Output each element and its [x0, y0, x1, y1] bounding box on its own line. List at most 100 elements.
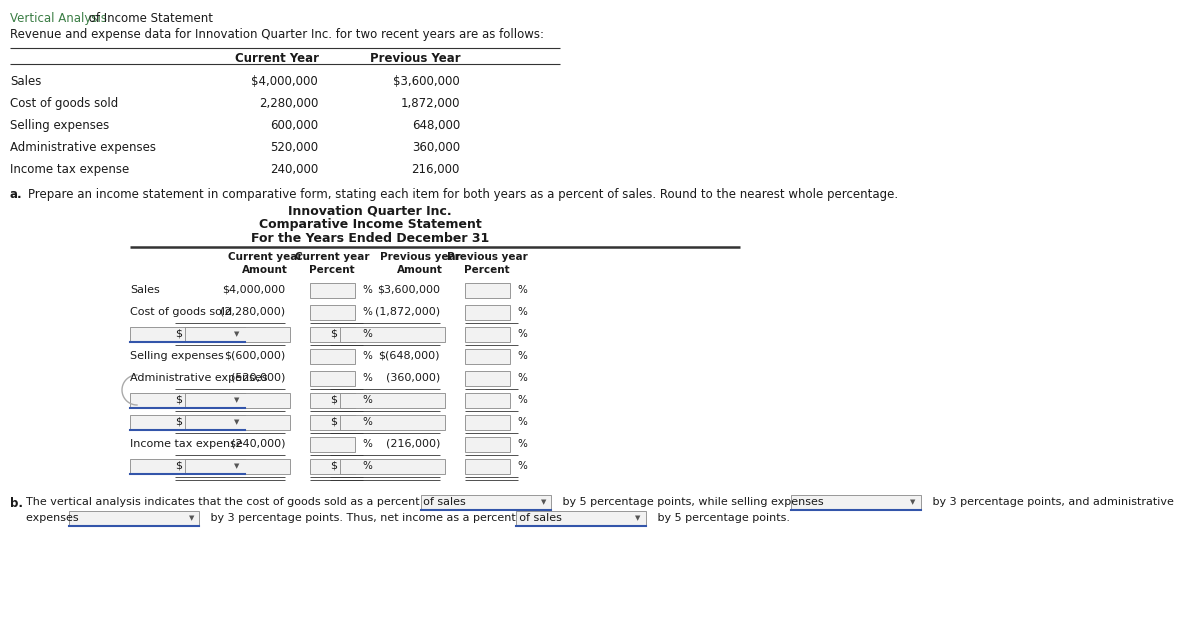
- FancyBboxPatch shape: [466, 283, 510, 298]
- Text: Amount: Amount: [242, 265, 288, 275]
- Text: 216,000: 216,000: [412, 163, 460, 176]
- Text: The vertical analysis indicates that the cost of goods sold as a percent of sale: The vertical analysis indicates that the…: [26, 497, 469, 507]
- Text: $: $: [175, 417, 182, 427]
- Text: Income tax expense: Income tax expense: [130, 439, 242, 449]
- Text: 2,280,000: 2,280,000: [259, 97, 318, 110]
- Text: Percent: Percent: [310, 265, 355, 275]
- Text: ▼: ▼: [188, 515, 194, 521]
- FancyBboxPatch shape: [310, 459, 355, 474]
- Text: Prepare an income statement in comparative form, stating each item for both year: Prepare an income statement in comparati…: [28, 188, 898, 201]
- FancyBboxPatch shape: [130, 459, 245, 473]
- Text: $4,000,000: $4,000,000: [222, 285, 286, 295]
- Text: %: %: [362, 417, 372, 427]
- Text: %: %: [517, 395, 527, 405]
- FancyBboxPatch shape: [310, 393, 355, 408]
- Text: Administrative expenses: Administrative expenses: [10, 141, 156, 154]
- FancyBboxPatch shape: [340, 415, 445, 430]
- Text: Current Year: Current Year: [235, 52, 319, 65]
- Text: ▼: ▼: [540, 499, 546, 505]
- Text: Administrative expenses: Administrative expenses: [130, 373, 268, 383]
- Text: of Income Statement: of Income Statement: [85, 12, 214, 25]
- Text: $: $: [330, 329, 337, 339]
- Text: %: %: [362, 373, 372, 383]
- FancyBboxPatch shape: [340, 327, 445, 342]
- FancyBboxPatch shape: [130, 327, 245, 341]
- Text: by 3 percentage points, and administrative: by 3 percentage points, and administrati…: [929, 497, 1174, 507]
- FancyBboxPatch shape: [310, 349, 355, 364]
- Text: $: $: [175, 329, 182, 339]
- FancyBboxPatch shape: [466, 305, 510, 320]
- Text: Income tax expense: Income tax expense: [10, 163, 130, 176]
- Text: (1,872,000): (1,872,000): [374, 307, 440, 317]
- Text: Comparative Income Statement: Comparative Income Statement: [259, 218, 481, 231]
- Text: 648,000: 648,000: [412, 119, 460, 132]
- Text: by 5 percentage points, while selling expenses: by 5 percentage points, while selling ex…: [559, 497, 827, 507]
- Text: $: $: [175, 461, 182, 471]
- FancyBboxPatch shape: [310, 283, 355, 298]
- Text: (216,000): (216,000): [385, 439, 440, 449]
- Text: Percent: Percent: [464, 265, 510, 275]
- FancyBboxPatch shape: [70, 511, 199, 525]
- Text: %: %: [517, 461, 527, 471]
- Text: a.: a.: [10, 188, 23, 201]
- Text: Cost of goods sold: Cost of goods sold: [130, 307, 232, 317]
- Text: %: %: [362, 307, 372, 317]
- Text: Current year: Current year: [228, 252, 302, 262]
- Text: Previous year: Previous year: [446, 252, 527, 262]
- Text: Current year: Current year: [295, 252, 370, 262]
- FancyBboxPatch shape: [466, 371, 510, 386]
- Text: %: %: [362, 439, 372, 449]
- Text: $(600,000): $(600,000): [223, 351, 286, 361]
- FancyBboxPatch shape: [340, 459, 445, 474]
- FancyBboxPatch shape: [185, 459, 290, 474]
- FancyBboxPatch shape: [130, 393, 245, 407]
- Text: 520,000: 520,000: [270, 141, 318, 154]
- Text: %: %: [362, 351, 372, 361]
- FancyBboxPatch shape: [791, 495, 920, 509]
- FancyBboxPatch shape: [310, 437, 355, 452]
- Text: $: $: [330, 417, 337, 427]
- Text: %: %: [517, 439, 527, 449]
- FancyBboxPatch shape: [466, 415, 510, 430]
- Text: by 5 percentage points.: by 5 percentage points.: [654, 513, 790, 523]
- Text: (2,280,000): (2,280,000): [220, 307, 286, 317]
- Text: $3,600,000: $3,600,000: [394, 75, 460, 88]
- Text: ▼: ▼: [234, 463, 240, 469]
- Text: ▼: ▼: [234, 419, 240, 425]
- Text: %: %: [517, 351, 527, 361]
- FancyBboxPatch shape: [130, 415, 245, 429]
- Text: %: %: [517, 285, 527, 295]
- Text: (360,000): (360,000): [385, 373, 440, 383]
- FancyBboxPatch shape: [421, 495, 551, 509]
- Text: Sales: Sales: [130, 285, 160, 295]
- FancyBboxPatch shape: [466, 437, 510, 452]
- Text: Selling expenses: Selling expenses: [130, 351, 223, 361]
- Text: $4,000,000: $4,000,000: [251, 75, 318, 88]
- Text: Cost of goods sold: Cost of goods sold: [10, 97, 119, 110]
- FancyBboxPatch shape: [185, 393, 290, 408]
- Text: 1,872,000: 1,872,000: [401, 97, 460, 110]
- FancyBboxPatch shape: [310, 371, 355, 386]
- Text: expenses: expenses: [26, 513, 82, 523]
- FancyBboxPatch shape: [310, 415, 355, 430]
- Text: For the Years Ended December 31: For the Years Ended December 31: [251, 232, 490, 245]
- FancyBboxPatch shape: [466, 393, 510, 408]
- Text: 360,000: 360,000: [412, 141, 460, 154]
- FancyBboxPatch shape: [466, 459, 510, 474]
- Text: Selling expenses: Selling expenses: [10, 119, 109, 132]
- Text: %: %: [362, 395, 372, 405]
- FancyBboxPatch shape: [466, 327, 510, 342]
- Text: %: %: [517, 329, 527, 339]
- Text: (520,000): (520,000): [230, 373, 286, 383]
- Text: (240,000): (240,000): [230, 439, 286, 449]
- Text: Innovation Quarter Inc.: Innovation Quarter Inc.: [288, 204, 452, 217]
- Text: %: %: [517, 307, 527, 317]
- Text: ▼: ▼: [234, 331, 240, 337]
- Text: $3,600,000: $3,600,000: [377, 285, 440, 295]
- FancyBboxPatch shape: [310, 327, 355, 342]
- Text: %: %: [362, 461, 372, 471]
- Text: 600,000: 600,000: [270, 119, 318, 132]
- Text: by 3 percentage points. Thus, net income as a percent of sales: by 3 percentage points. Thus, net income…: [208, 513, 565, 523]
- Text: ▼: ▼: [234, 397, 240, 403]
- FancyBboxPatch shape: [340, 393, 445, 408]
